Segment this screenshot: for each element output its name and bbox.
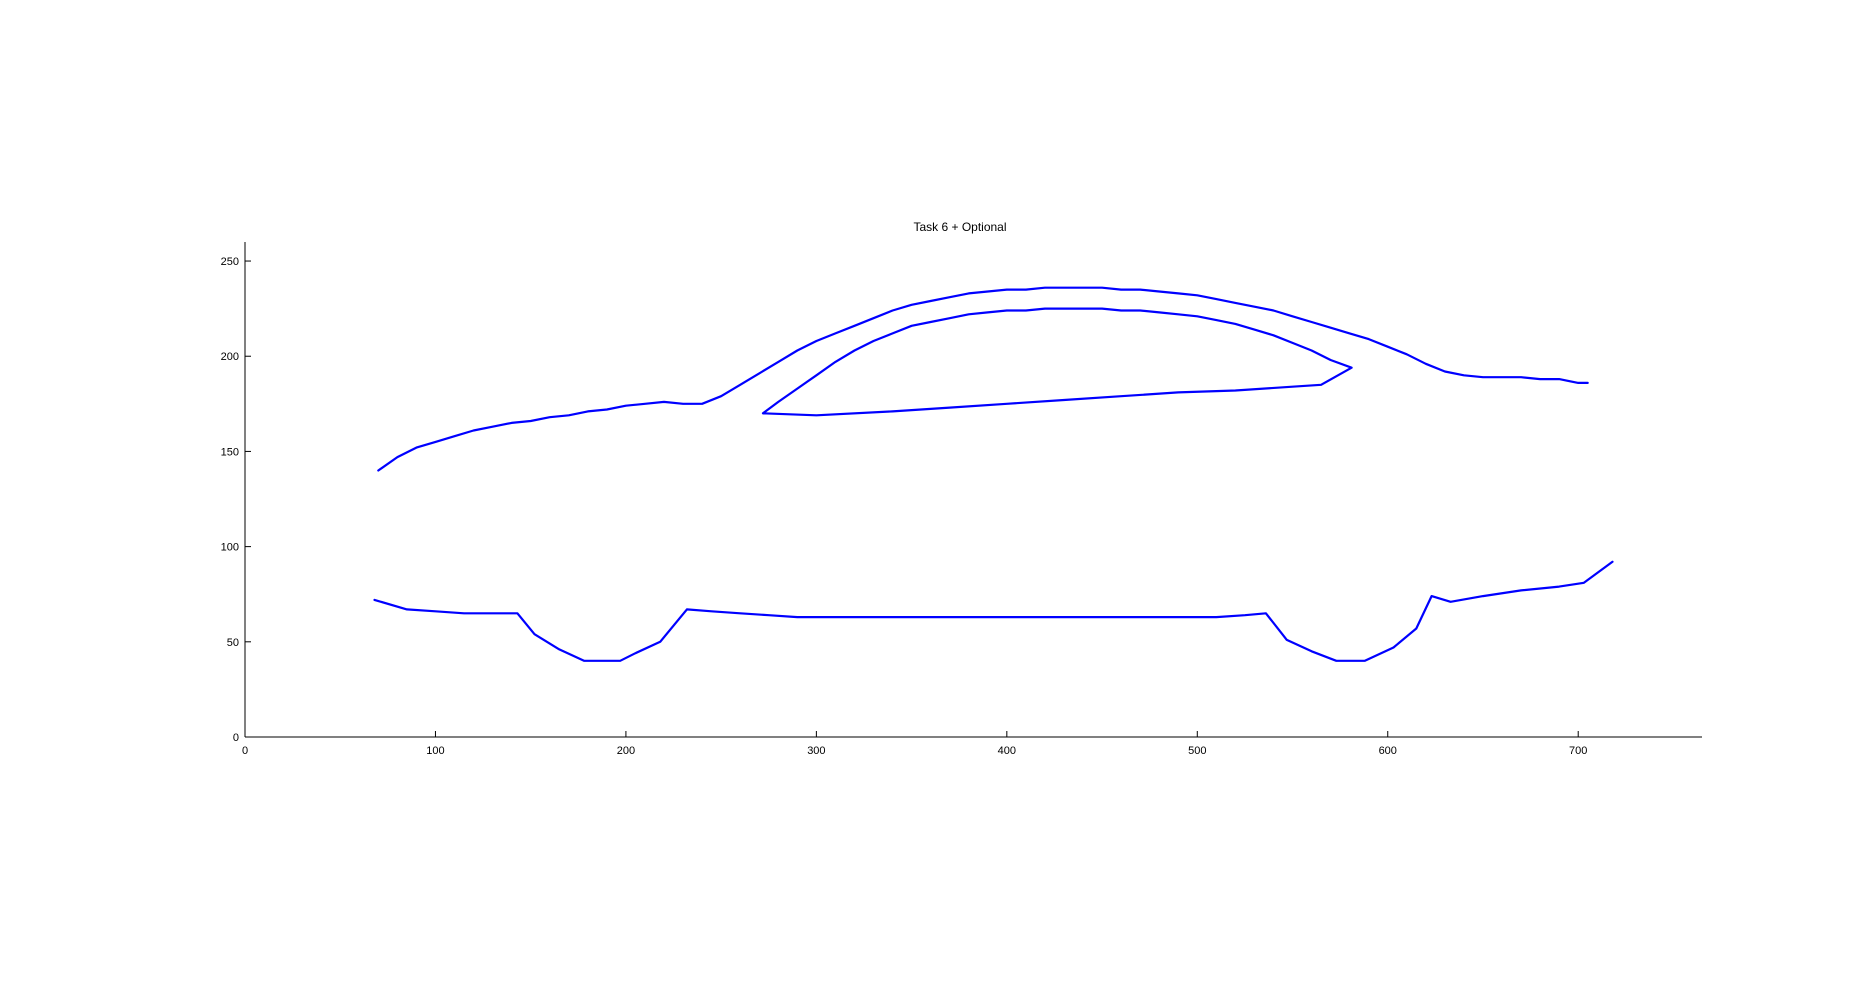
- y-tick-label: 250: [221, 256, 239, 268]
- x-tick-label: 600: [1379, 745, 1397, 757]
- y-tick-label: 100: [221, 542, 239, 554]
- y-tick-label: 150: [221, 446, 239, 458]
- y-tick-label: 0: [233, 732, 239, 744]
- x-tick-label: 300: [807, 745, 825, 757]
- x-tick-label: 700: [1569, 745, 1587, 757]
- series-line-2: [761, 307, 1353, 417]
- series-line-3: [373, 560, 1614, 662]
- series-line-1: [377, 286, 1589, 472]
- x-tick-label: 200: [617, 745, 635, 757]
- x-tick-label: 400: [998, 745, 1016, 757]
- x-tick-label: 0: [242, 745, 248, 757]
- y-tick-label: 200: [221, 351, 239, 363]
- x-tick-label: 100: [426, 745, 444, 757]
- y-tick-label: 50: [227, 637, 239, 649]
- x-tick-label: 500: [1188, 745, 1206, 757]
- chart-title: Task 6 + Optional: [913, 220, 1007, 234]
